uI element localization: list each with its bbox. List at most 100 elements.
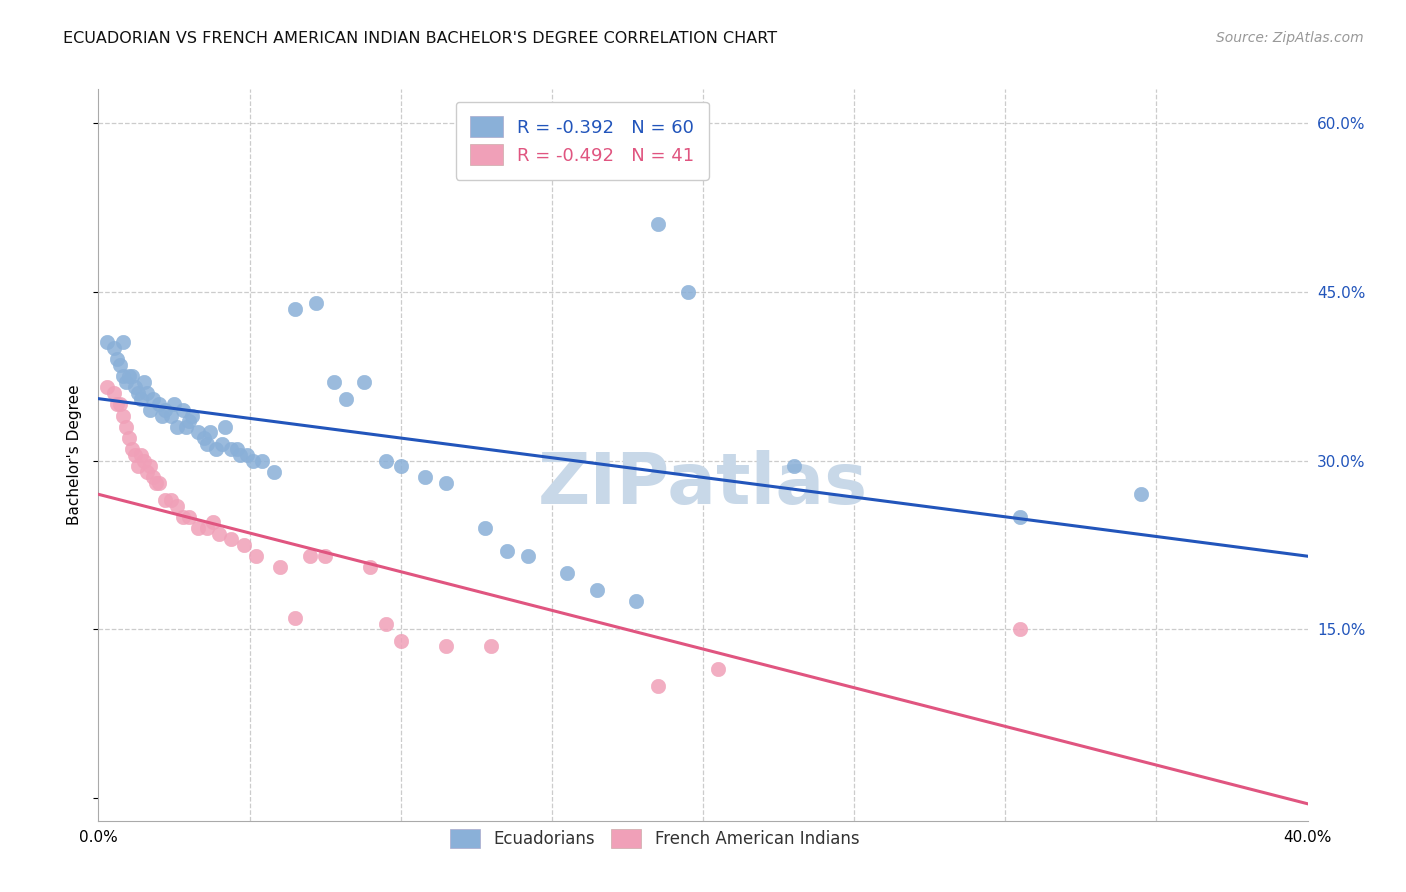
Point [108,358,131,372]
Point [229,448,252,462]
Point [305,296,328,310]
Point [108,397,131,411]
Point [139,403,162,417]
Point [299,549,322,564]
Point [179,509,201,524]
Point [195,436,218,450]
Point [284,301,307,316]
Point [335,392,357,406]
Point [111,369,134,384]
Text: ECUADORIAN VS FRENCH AMERICAN INDIAN BACHELOR'S DEGREE CORRELATION CHART: ECUADORIAN VS FRENCH AMERICAN INDIAN BAC… [63,31,778,46]
Point [135,386,157,401]
Point [647,679,669,693]
Point [127,386,149,401]
Point [127,459,149,474]
Text: Source: ZipAtlas.com: Source: ZipAtlas.com [1216,31,1364,45]
Point [111,335,134,350]
Point [150,409,173,423]
Point [1010,509,1032,524]
Point [105,352,128,367]
Point [148,476,170,491]
Point [413,470,436,484]
Point [323,375,346,389]
Point [114,375,136,389]
Point [174,419,197,434]
Point [163,397,186,411]
Point [250,453,273,467]
Point [139,459,162,474]
Point [193,431,215,445]
Point [226,442,249,457]
Point [783,459,806,474]
Legend: Ecuadorians, French American Indians: Ecuadorians, French American Indians [441,821,868,856]
Point [474,521,496,535]
Point [121,369,143,384]
Point [1130,487,1153,501]
Point [211,436,233,450]
Point [626,594,648,608]
Point [96,380,118,394]
Point [242,453,264,467]
Point [118,431,141,445]
Point [145,476,167,491]
Point [314,549,336,564]
Point [142,470,165,484]
Point [389,633,412,648]
Point [153,492,176,507]
Point [205,442,228,457]
Point [129,392,152,406]
Y-axis label: Bachelor's Degree: Bachelor's Degree [67,384,83,525]
Point [121,442,143,457]
Point [153,403,176,417]
Point [245,549,267,564]
Point [481,639,503,653]
Point [118,369,141,384]
Point [1010,623,1032,637]
Point [360,560,382,574]
Point [495,543,517,558]
Point [269,560,291,574]
Point [389,459,412,474]
Point [160,409,183,423]
Point [434,476,457,491]
Point [172,403,194,417]
Point [124,448,146,462]
Point [516,549,538,564]
Point [166,499,188,513]
Point [132,375,155,389]
Point [200,425,222,440]
Point [208,526,231,541]
Point [105,397,128,411]
Point [232,538,254,552]
Point [148,397,170,411]
Point [142,392,165,406]
Point [221,533,243,547]
Point [103,341,125,355]
Point [374,453,396,467]
Point [647,217,669,231]
Point [132,453,155,467]
Point [160,492,183,507]
Point [181,409,204,423]
Point [434,639,457,653]
Point [202,516,225,530]
Point [166,419,188,434]
Point [284,611,307,625]
Point [195,521,218,535]
Point [96,335,118,350]
Point [707,662,730,676]
Point [555,566,578,580]
Point [129,448,152,462]
Point [124,380,146,394]
Point [235,448,257,462]
Point [676,285,699,299]
Point [135,465,157,479]
Point [172,509,194,524]
Point [374,616,396,631]
Point [114,419,136,434]
Point [353,375,375,389]
Point [187,425,209,440]
Point [179,414,201,428]
Point [187,521,209,535]
Point [214,419,236,434]
